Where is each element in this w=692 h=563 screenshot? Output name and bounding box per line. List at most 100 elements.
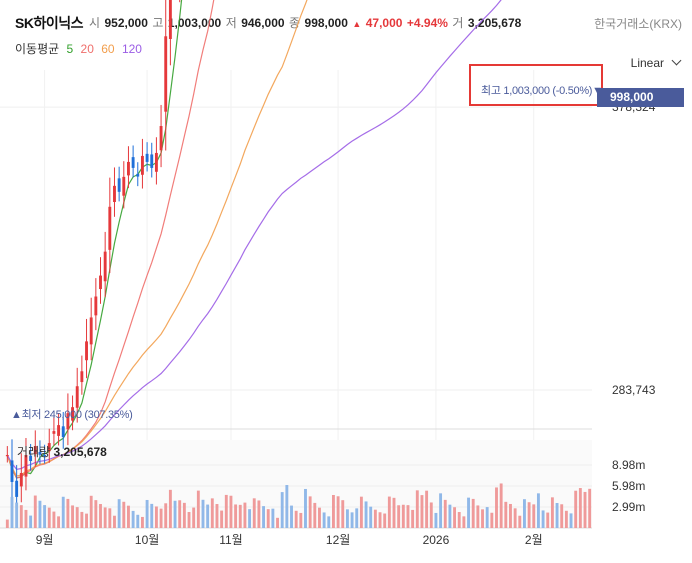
- volume-bar: [448, 504, 452, 528]
- volume-bar: [75, 507, 79, 528]
- volume-bar: [383, 513, 387, 528]
- volume-bar: [80, 511, 84, 528]
- candle-body: [127, 161, 130, 176]
- ma-5-line: [6, 0, 183, 479]
- candle-body: [19, 472, 23, 487]
- candle-body: [15, 480, 19, 497]
- volume-bar: [495, 487, 498, 528]
- volume-bar: [425, 490, 429, 528]
- volume-bar: [504, 501, 508, 528]
- volume-bar: [238, 504, 242, 528]
- candle-body: [38, 452, 42, 455]
- volume-bar: [192, 507, 196, 528]
- date-axis-tick: 10월: [135, 533, 159, 547]
- ohlc-summary: 시 952,000 고 1,003,000 저 946,000 종 998,00…: [89, 14, 521, 32]
- volume-bar: [187, 512, 191, 528]
- volume-bar: [406, 505, 410, 528]
- candle-body: [66, 413, 70, 430]
- volume-bar: [29, 515, 33, 528]
- candle-body: [10, 460, 14, 482]
- volume-bar: [229, 495, 233, 528]
- volume-bar: [178, 500, 182, 528]
- candle-body: [145, 153, 149, 162]
- open-value: 952,000: [104, 16, 148, 30]
- volume-bar: [331, 495, 335, 528]
- candle-body: [140, 155, 144, 175]
- candle-body: [89, 317, 93, 345]
- volume-bar: [471, 498, 475, 528]
- volume-bar: [369, 506, 373, 528]
- volume-bar: [364, 501, 368, 528]
- volume-bar: [5, 519, 9, 528]
- volume-bar: [439, 493, 443, 528]
- volume-bar: [359, 496, 363, 528]
- scale-select[interactable]: Linear: [631, 55, 682, 70]
- high-marker-label: 최고 1,003,000 (-0.50%)▼: [481, 85, 603, 97]
- date-axis-tick: 11월: [219, 533, 243, 547]
- volume-axis-tick: 5.98m: [612, 479, 645, 493]
- volume-bar: [532, 504, 536, 528]
- candle-body: [99, 275, 102, 290]
- volume-bar: [555, 503, 559, 528]
- volume-bar: [350, 512, 354, 528]
- volume-bar: [136, 514, 140, 528]
- volume-bar: [518, 515, 522, 528]
- candle-body: [80, 371, 84, 383]
- volume-bar: [434, 512, 438, 528]
- volume-bar: [127, 505, 130, 528]
- candle-body: [150, 154, 154, 168]
- volume-bar: [327, 516, 331, 528]
- volume-bar: [168, 489, 172, 528]
- volume-bar: [304, 488, 307, 528]
- candle-body: [108, 206, 112, 250]
- volume-bar: [457, 512, 461, 528]
- ma-20-line: [6, 0, 215, 479]
- low-label: 저: [225, 16, 237, 30]
- volume-bar: [420, 495, 424, 528]
- volume-bar: [182, 502, 186, 528]
- volume-bar: [378, 512, 382, 528]
- volume-bar: [224, 494, 228, 528]
- volume-bar: [89, 495, 93, 528]
- volume-bar: [355, 508, 359, 528]
- volume-bar: [15, 502, 19, 528]
- candle-body: [136, 173, 140, 177]
- volume-bar: [290, 505, 293, 528]
- volume-bar: [57, 516, 61, 528]
- volume-bar: [206, 504, 210, 528]
- moving-average-legend[interactable]: 이동평균 5 20 60 120: [15, 40, 146, 57]
- volume-bar: [220, 510, 224, 528]
- volume-bar: [173, 500, 177, 528]
- volume-bar: [164, 503, 168, 528]
- high-label: 고: [152, 16, 164, 30]
- candle-body: [117, 178, 121, 192]
- price-axis-tick: 283,743: [612, 383, 656, 397]
- volume-bar: [252, 498, 256, 528]
- volume-bar: [462, 516, 466, 528]
- volume-bar: [373, 509, 377, 528]
- volume-bar: [318, 507, 321, 528]
- volume-bar: [99, 504, 102, 528]
- candle-body: [47, 443, 51, 452]
- volume-bar: [415, 490, 419, 528]
- volume-bar: [131, 510, 135, 528]
- volume-bar: [429, 502, 433, 528]
- volume-bar: [61, 496, 65, 528]
- volume-bar: [467, 497, 470, 528]
- candlesticks: [5, 0, 181, 510]
- volume-bar: [499, 483, 503, 528]
- volume-bar: [560, 504, 564, 528]
- volume-bar: [108, 508, 112, 528]
- date-axis-tick: 2월: [525, 533, 543, 547]
- moving-average-lines: [6, 0, 502, 479]
- candle-body: [113, 185, 116, 202]
- volume-bar: [583, 491, 587, 528]
- volume-bar: [266, 509, 270, 528]
- volume-bar: [33, 495, 37, 528]
- volume-bar: [578, 488, 582, 528]
- volume-bar: [276, 517, 279, 528]
- ma-120-label: 120: [121, 42, 142, 56]
- volume-bar: [322, 512, 326, 528]
- volume-axis-tick: 8.98m: [612, 458, 645, 472]
